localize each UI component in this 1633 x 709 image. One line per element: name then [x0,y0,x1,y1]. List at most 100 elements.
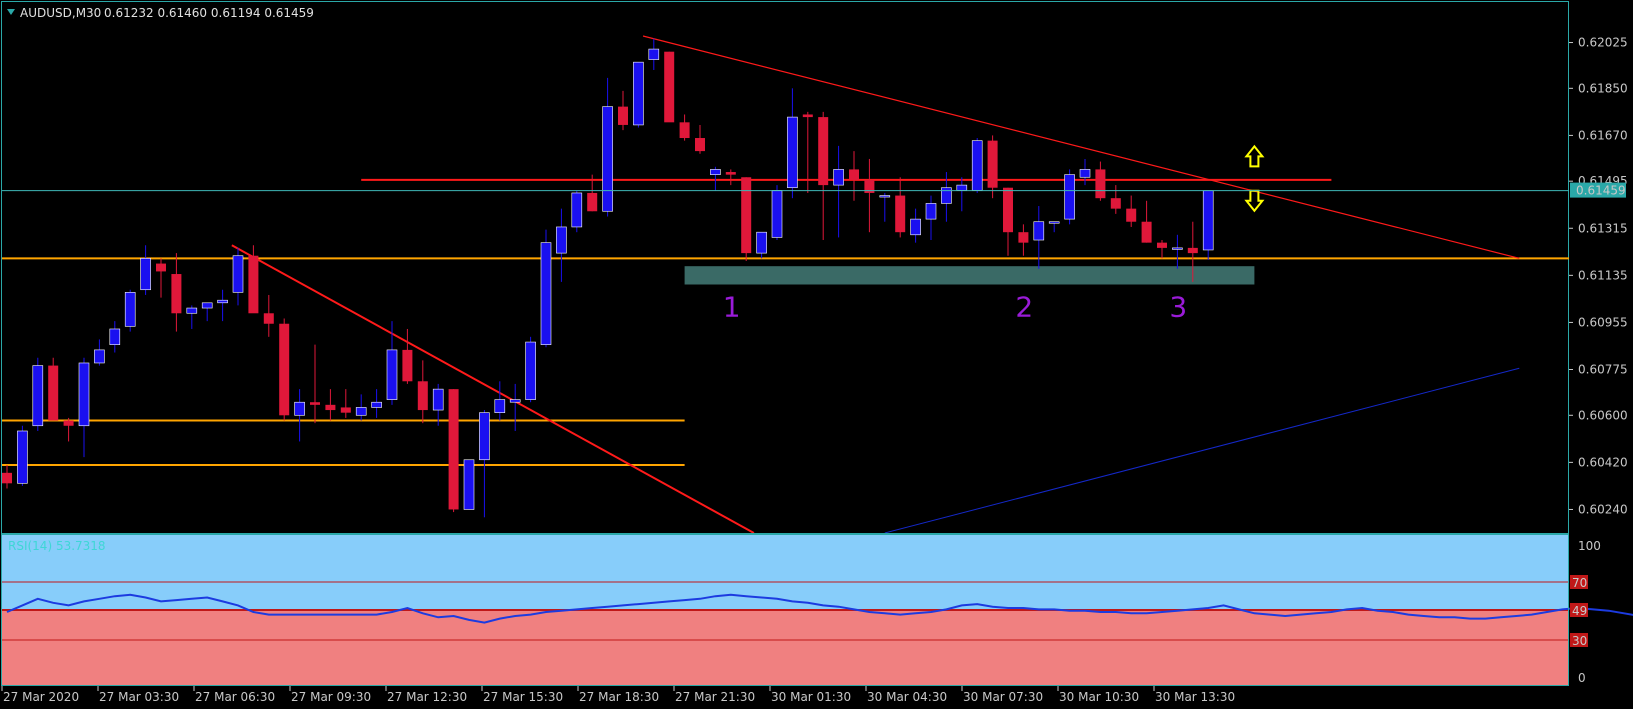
time-label: 30 Mar 07:30 [963,690,1043,704]
rsi-scale-49: 49 [1572,604,1587,618]
candle [602,77,613,217]
candle [1172,234,1183,269]
candle [1110,185,1121,214]
price-label: 0.60775 [1578,363,1628,377]
candle-body [1079,169,1091,178]
rsi-title: RSI(14) 53.7318 [8,539,106,553]
candle [787,88,798,199]
candle-body [186,307,198,314]
triangle-down-icon[interactable] [7,9,15,15]
candle-body [802,114,813,118]
candle-body [279,323,290,416]
candle [509,383,521,431]
candle-body [956,184,968,191]
candle [895,177,906,238]
candle-body [679,122,690,139]
candle [925,195,937,241]
time-label: 27 Mar 2020 [3,690,79,704]
candle-body [1187,247,1198,254]
candle-body [263,313,274,324]
candle [849,151,859,201]
candle-body [879,195,891,198]
candle [217,289,228,322]
time-label: 30 Mar 04:30 [867,690,947,704]
candle-body [294,401,305,416]
candle-body [818,117,829,186]
candle-body [895,195,906,233]
candle [1064,169,1075,225]
candle-body [710,169,721,175]
candle [2,464,12,489]
candle-body [571,192,583,228]
candle [802,111,813,193]
candle-body [463,459,475,510]
candle-body [725,172,736,175]
candle-body [171,274,182,314]
candle [633,61,644,128]
candle-body [1126,208,1137,222]
candle-body [602,106,613,212]
candle [1033,206,1045,269]
candle [818,111,829,241]
time-scale[interactable]: 27 Mar 2020 27 Mar 03:30 27 Mar 06:30 27 Ma… [1,686,1235,704]
candle-body [1033,221,1045,241]
candle [479,410,490,518]
candle-body [109,328,121,345]
candle [78,357,90,458]
rsi-upper-zone [2,534,1569,610]
time-label: 27 Mar 18:30 [579,690,659,704]
candle [171,253,182,332]
rsi-scale: 100 70 49 30 0 [1570,539,1601,685]
arrow-up-icon [1244,144,1265,168]
candle [971,138,983,193]
candle-body [1095,169,1106,199]
candle [941,172,952,222]
ohlc-values: 0.61232 0.61460 0.61194 0.61459 [104,6,314,20]
candle-body [864,179,875,193]
candle-body [402,349,413,382]
candle-body [479,412,490,461]
rsi-panel: RSI(14) 53.7318 [2,534,1633,686]
candle-body [201,302,213,309]
candle-body [787,116,798,189]
candle [140,245,151,295]
point-label-3: 3 [1169,291,1187,324]
candle-body [1157,242,1167,248]
time-label: 30 Mar 13:30 [1155,690,1235,704]
candle-body [1202,190,1214,251]
candle [371,389,382,418]
candle [571,190,583,233]
candle [156,258,166,298]
candle-body [2,472,12,484]
candle-body [1172,247,1183,250]
candle [1126,195,1137,227]
candle [756,231,767,259]
candle [725,169,736,186]
candle [771,185,783,241]
trendline-2 [884,367,1520,533]
price-label: 0.60240 [1578,502,1628,516]
candle [1157,240,1167,259]
candle [1141,200,1152,243]
candle [879,192,891,222]
candle [1095,161,1106,201]
candle [463,459,475,510]
candle [232,247,244,306]
candle [294,389,305,442]
rsi-frame [1,534,1569,686]
candle-body [618,106,628,125]
candle [32,357,44,431]
time-label: 27 Mar 15:30 [483,690,563,704]
candle-body [1110,198,1121,209]
candle [325,389,336,421]
rsi-lower-zone [2,610,1569,686]
candle [109,321,121,353]
candle [279,318,290,421]
candle [48,357,59,421]
candle [94,339,105,366]
candle-body [32,365,44,427]
time-label: 27 Mar 12:30 [387,690,467,704]
price-label: 0.61670 [1578,128,1628,142]
candle-body [633,61,644,126]
